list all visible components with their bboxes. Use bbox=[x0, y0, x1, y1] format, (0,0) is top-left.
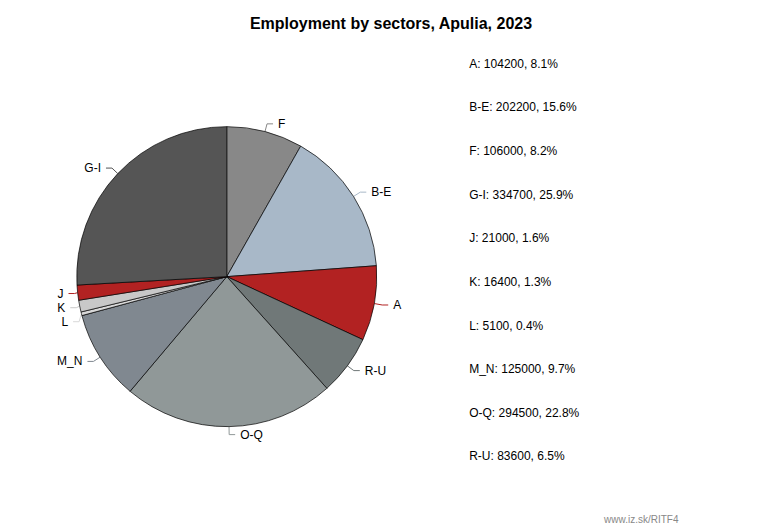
svg-text:A: A bbox=[393, 298, 401, 312]
svg-text:O-Q: O-Q bbox=[240, 428, 263, 442]
svg-text:www.iz.sk/RITF4: www.iz.sk/RITF4 bbox=[603, 514, 679, 525]
svg-text:K: 16400, 1.3%: K: 16400, 1.3% bbox=[469, 275, 551, 289]
svg-text:J: 21000, 1.6%: J: 21000, 1.6% bbox=[469, 231, 549, 245]
svg-text:A: 104200, 8.1%: A: 104200, 8.1% bbox=[469, 57, 558, 71]
svg-text:L: 5100, 0.4%: L: 5100, 0.4% bbox=[469, 319, 543, 333]
svg-text:R-U: 83600, 6.5%: R-U: 83600, 6.5% bbox=[469, 449, 565, 463]
svg-text:F: 106000, 8.2%: F: 106000, 8.2% bbox=[469, 144, 557, 158]
svg-text:Employment by sectors, Apulia,: Employment by sectors, Apulia, 2023 bbox=[250, 15, 532, 32]
svg-text:B-E: 202200, 15.6%: B-E: 202200, 15.6% bbox=[469, 100, 577, 114]
svg-text:G-I: 334700, 25.9%: G-I: 334700, 25.9% bbox=[469, 188, 573, 202]
svg-text:F: F bbox=[278, 117, 285, 131]
svg-text:G-I: G-I bbox=[84, 161, 101, 175]
svg-text:M_N: 125000, 9.7%: M_N: 125000, 9.7% bbox=[469, 362, 575, 376]
svg-text:M_N: M_N bbox=[57, 354, 82, 368]
svg-text:R-U: R-U bbox=[365, 364, 386, 378]
svg-text:K: K bbox=[57, 301, 65, 315]
svg-text:J: J bbox=[58, 287, 64, 301]
svg-text:L: L bbox=[61, 315, 68, 329]
svg-text:O-Q: 294500, 22.8%: O-Q: 294500, 22.8% bbox=[469, 406, 579, 420]
svg-text:B-E: B-E bbox=[371, 185, 391, 199]
